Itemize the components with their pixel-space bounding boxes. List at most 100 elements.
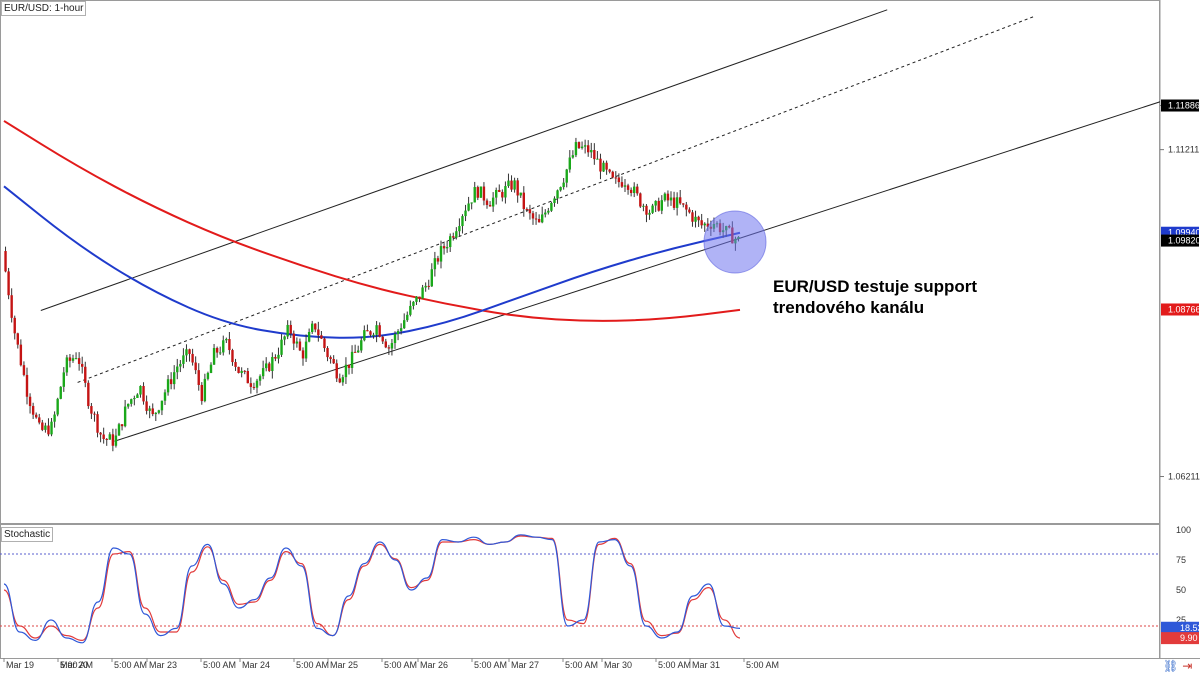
candle: [268, 361, 271, 373]
candle-body: [255, 380, 259, 388]
arrow-right-icon[interactable]: ⇥: [1182, 659, 1193, 673]
candle: [90, 402, 93, 420]
candle-body: [289, 324, 292, 334]
candle-body: [436, 258, 440, 262]
candle: [237, 366, 240, 374]
candle: [629, 187, 633, 197]
x-tick-label: Mar 26: [420, 660, 448, 670]
candle: [436, 255, 440, 265]
candle: [651, 203, 654, 214]
candle-body: [350, 351, 354, 368]
candle-body: [185, 349, 188, 356]
candle: [320, 331, 323, 340]
candle-body: [179, 363, 182, 367]
candle: [65, 354, 69, 376]
candle-body: [234, 362, 237, 367]
candle-body: [277, 354, 280, 359]
candle: [633, 182, 636, 198]
candle-body: [240, 370, 243, 373]
candle-body: [261, 368, 265, 377]
link-icon[interactable]: ⛓: [1163, 659, 1179, 673]
candle-body: [458, 226, 461, 232]
candle: [479, 186, 483, 198]
channel-upper-line: [40, 9, 888, 312]
candle-body: [537, 219, 541, 223]
candle-body: [335, 363, 338, 379]
candle: [694, 210, 697, 228]
candle: [639, 192, 642, 208]
candle: [399, 323, 403, 335]
candle-body: [378, 325, 381, 337]
x-tick-label: Mar 30: [604, 660, 632, 670]
stoch-label-text: 9.90: [1180, 633, 1198, 643]
candle-body: [399, 328, 403, 332]
candle-body: [38, 417, 41, 423]
candle-body: [685, 204, 688, 210]
x-tick-label: 5:00 AM: [658, 660, 691, 670]
candle-body: [133, 398, 136, 400]
candle: [136, 393, 139, 399]
candle-body: [479, 186, 483, 198]
x-tick-label: 5:00 AM: [565, 660, 598, 670]
channel-middle-line: [77, 15, 1035, 383]
candle: [697, 215, 700, 227]
candle-body: [602, 162, 605, 172]
candle-body: [633, 186, 636, 194]
candle: [427, 279, 430, 290]
candle-body: [123, 406, 127, 427]
candle: [295, 337, 299, 348]
candle: [19, 339, 23, 367]
price-label-text: 1.09820: [1168, 236, 1200, 246]
candle-body: [442, 246, 446, 249]
candle-body: [169, 379, 173, 385]
main-price-panel[interactable]: [0, 0, 1160, 524]
x-tick-label: 5:00 AM: [384, 660, 417, 670]
candle: [507, 173, 510, 188]
candle: [280, 334, 283, 357]
stochastic-panel[interactable]: [0, 524, 1160, 659]
candle-body: [344, 364, 348, 378]
candle: [363, 325, 366, 342]
candle-body: [188, 349, 191, 354]
candle-body: [534, 218, 538, 220]
candle: [559, 186, 562, 192]
candle-body: [682, 203, 685, 205]
candle-body: [455, 231, 458, 238]
candle-body: [215, 348, 219, 353]
candle-body: [35, 414, 38, 418]
candle-body: [617, 177, 621, 183]
candle-body: [583, 145, 587, 147]
candle-body: [142, 385, 145, 402]
candle-body: [516, 180, 519, 196]
candle: [77, 352, 81, 371]
candle-body: [74, 358, 78, 360]
candle: [510, 175, 513, 192]
candle-body: [476, 187, 479, 198]
candle-body: [620, 182, 624, 187]
candle: [672, 191, 676, 211]
candle: [455, 227, 458, 240]
candle: [188, 348, 191, 362]
candle-body: [393, 334, 397, 344]
candle-body: [81, 363, 84, 367]
candle: [626, 183, 630, 195]
candle: [62, 367, 65, 392]
candle: [452, 232, 455, 241]
candle-body: [639, 193, 642, 207]
candle-body: [19, 344, 23, 366]
candle: [200, 382, 203, 405]
candle-body: [286, 324, 289, 337]
candle: [194, 356, 197, 375]
candle: [240, 367, 243, 378]
candle-body: [491, 197, 495, 207]
candle: [491, 192, 495, 212]
candle-body: [528, 209, 532, 214]
candle-body: [280, 339, 283, 355]
candle-body: [688, 209, 691, 213]
candle-body: [403, 320, 406, 329]
candle-body: [452, 236, 455, 238]
candle: [96, 411, 99, 438]
candle: [547, 207, 550, 215]
candle: [87, 380, 90, 409]
